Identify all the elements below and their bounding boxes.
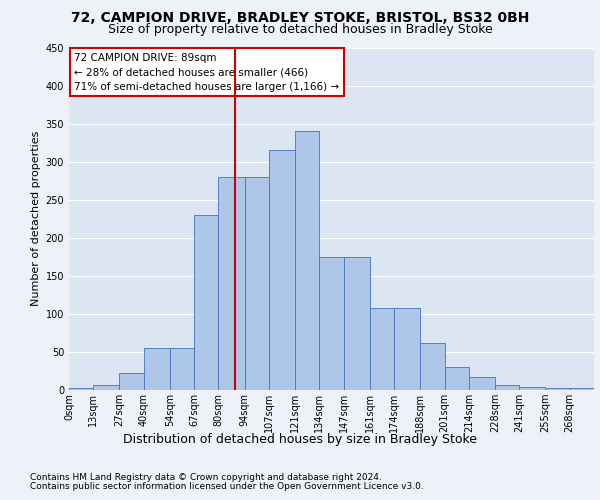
Bar xyxy=(545,388,570,390)
Bar xyxy=(170,348,194,390)
Bar xyxy=(245,177,269,390)
Text: Contains public sector information licensed under the Open Government Licence v3: Contains public sector information licen… xyxy=(30,482,424,491)
Bar xyxy=(394,308,420,390)
Bar xyxy=(119,374,144,390)
Bar xyxy=(218,177,245,390)
Bar xyxy=(570,388,594,390)
Bar xyxy=(69,388,93,390)
Text: Contains HM Land Registry data © Crown copyright and database right 2024.: Contains HM Land Registry data © Crown c… xyxy=(30,472,382,482)
Text: Distribution of detached houses by size in Bradley Stoke: Distribution of detached houses by size … xyxy=(123,432,477,446)
Bar xyxy=(370,308,394,390)
Bar xyxy=(344,257,370,390)
Bar xyxy=(420,343,445,390)
Bar xyxy=(445,367,469,390)
Bar xyxy=(469,377,495,390)
Bar xyxy=(93,386,119,390)
Bar xyxy=(519,387,545,390)
Text: 72 CAMPION DRIVE: 89sqm
← 28% of detached houses are smaller (466)
71% of semi-d: 72 CAMPION DRIVE: 89sqm ← 28% of detache… xyxy=(74,52,340,92)
Bar xyxy=(295,131,319,390)
Text: Size of property relative to detached houses in Bradley Stoke: Size of property relative to detached ho… xyxy=(107,22,493,36)
Bar xyxy=(144,348,170,390)
Bar xyxy=(495,386,519,390)
Text: 72, CAMPION DRIVE, BRADLEY STOKE, BRISTOL, BS32 0BH: 72, CAMPION DRIVE, BRADLEY STOKE, BRISTO… xyxy=(71,11,529,25)
Bar xyxy=(319,257,344,390)
Bar xyxy=(194,215,218,390)
Bar xyxy=(269,150,295,390)
Y-axis label: Number of detached properties: Number of detached properties xyxy=(31,131,41,306)
